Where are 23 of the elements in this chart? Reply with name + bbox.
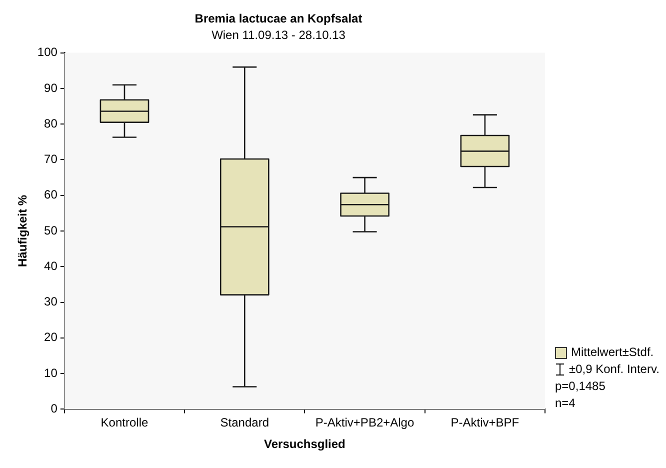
text: n=4 xyxy=(555,395,576,412)
y-axis-title: Häufigkeit % xyxy=(16,194,30,268)
y-tick-label: 60 xyxy=(44,188,58,202)
y-tick-label: 30 xyxy=(44,294,58,309)
legend-label: Mittelwert±Stdf. xyxy=(571,344,654,361)
x-axis-title: Versuchsglied xyxy=(264,437,346,452)
y-tick-label: 100 xyxy=(37,45,58,60)
y-tick-label: 50 xyxy=(44,223,58,238)
y-tick-label: 0 xyxy=(50,402,58,416)
text: p=0,1485 xyxy=(555,378,606,395)
text: ±0,9 Konf. Interv. xyxy=(569,361,660,378)
chart-subtitle: Wien 11.09.13 - 28.10.13 xyxy=(212,28,346,42)
y-tick-label: 80 xyxy=(44,116,58,130)
x-tick-label: Standard xyxy=(220,416,269,430)
y-tick-label: 20 xyxy=(44,330,58,344)
x-tick-label: P-Aktiv+PB2+Algo xyxy=(315,416,414,430)
x-tick-label: Kontrolle xyxy=(100,416,148,430)
y-tick-label: 10 xyxy=(44,366,58,380)
chart-title: Bremia lactucae an Kopfsalat xyxy=(194,12,362,26)
y-tick-label: 40 xyxy=(44,258,58,273)
x-tick-label: P-Aktiv+BPF xyxy=(450,416,520,430)
y-tick-label: 70 xyxy=(44,152,58,166)
y-tick-label: 90 xyxy=(44,80,58,95)
